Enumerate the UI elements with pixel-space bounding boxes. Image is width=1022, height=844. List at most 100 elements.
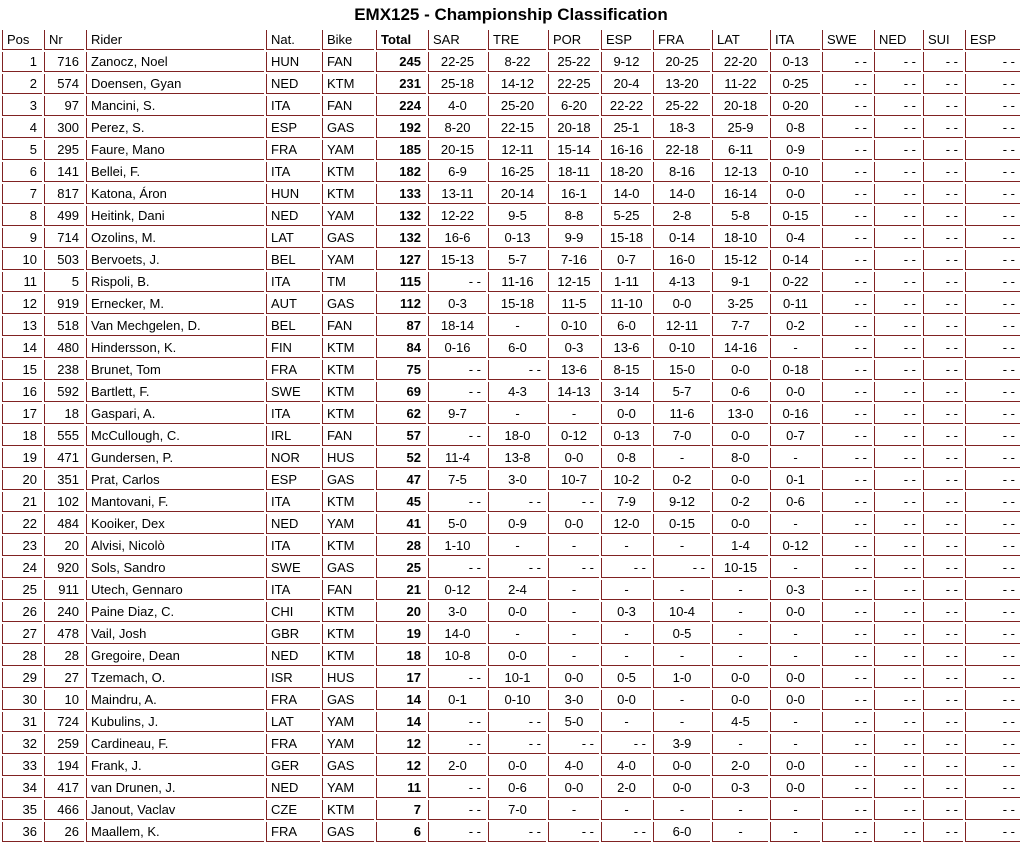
gp-score-cell: 10-4 — [653, 602, 710, 622]
total-cell: 231 — [376, 74, 426, 94]
nr-cell: 295 — [44, 140, 84, 160]
results-table: Pos Nr Rider Nat. Bike Total SAR TRE POR ESP FRA LA… — [0, 28, 1022, 844]
rider-cell: Frank, J. — [86, 756, 264, 776]
gp-score-cell: 15-18 — [601, 228, 651, 248]
gp-score-cell: - - — [965, 646, 1020, 666]
gp-score-cell: - - — [923, 184, 963, 204]
gp-score-cell: - - — [923, 734, 963, 754]
gp-score-cell: 7-0 — [488, 800, 546, 820]
nr-cell: 480 — [44, 338, 84, 358]
gp-score-cell: - - — [822, 646, 872, 666]
gp-score-cell: - — [770, 338, 820, 358]
gp-score-cell: - - — [874, 140, 921, 160]
rider-cell: Maallem, K. — [86, 822, 264, 842]
rider-cell: Brunet, Tom — [86, 360, 264, 380]
gp-score-cell: - - — [923, 712, 963, 732]
gp-score-cell: - - — [822, 492, 872, 512]
gp-score-cell: - - — [965, 206, 1020, 226]
table-row: 36 26 Maallem, K. FRA GAS 6- -- -- -- -6-0- - -… — [2, 822, 1020, 842]
gp-score-cell: - — [548, 602, 599, 622]
table-row: 34 417 van Drunen, J. NED YAM 11- -0-6 0-0 2-0 0… — [2, 778, 1020, 798]
nat-cell: ITA — [266, 492, 320, 512]
gp-score-cell: - - — [428, 360, 486, 380]
gp-score-cell: - - — [488, 360, 546, 380]
pos-cell: 2 — [2, 74, 42, 94]
gp-score-cell: 0-18 — [770, 360, 820, 380]
gp-score-cell: - - — [822, 734, 872, 754]
gp-score-cell: 0-0 — [548, 668, 599, 688]
gp-score-cell: - — [488, 536, 546, 556]
bike-cell: KTM — [322, 184, 374, 204]
nr-cell: 919 — [44, 294, 84, 314]
pos-cell: 22 — [2, 514, 42, 534]
gp-score-cell: 3-0 — [548, 690, 599, 710]
gp-score-cell: - - — [874, 624, 921, 644]
pos-cell: 20 — [2, 470, 42, 490]
gp-score-cell: 8-20 — [428, 118, 486, 138]
table-row: 28 28 Gregoire, Dean NED KTM 18 10-8 0-0- - - - - - … — [2, 646, 1020, 666]
rider-cell: Bervoets, J. — [86, 250, 264, 270]
gp-score-cell: - — [601, 580, 651, 600]
gp-score-cell: 20-18 — [712, 96, 768, 116]
table-row: 17 18 Gaspari, A. ITA KTM 62 9-7- -0-0 11-6 13-0 0… — [2, 404, 1020, 424]
gp-score-cell: 15-12 — [712, 250, 768, 270]
gp-score-cell: 14-0 — [428, 624, 486, 644]
gp-score-cell: - - — [965, 580, 1020, 600]
gp-score-cell: 0-0 — [712, 668, 768, 688]
gp-score-cell: - — [653, 448, 710, 468]
pos-cell: 33 — [2, 756, 42, 776]
pos-cell: 24 — [2, 558, 42, 578]
gp-score-cell: - - — [965, 668, 1020, 688]
total-cell: 224 — [376, 96, 426, 116]
pos-cell: 21 — [2, 492, 42, 512]
gp-score-cell: - — [770, 712, 820, 732]
table-row: 31 724 Kubulins, J. LAT YAM 14- -- -5-0- -4-5-… — [2, 712, 1020, 732]
nat-cell: NOR — [266, 448, 320, 468]
gp-score-cell: - - — [822, 52, 872, 72]
gp-score-cell: 0-15 — [770, 206, 820, 226]
gp-score-cell: - - — [653, 558, 710, 578]
nat-cell: ITA — [266, 536, 320, 556]
gp-score-cell: 0-20 — [770, 96, 820, 116]
gp-score-cell: 0-9 — [770, 140, 820, 160]
gp-score-cell: 0-5 — [601, 668, 651, 688]
gp-score-cell: - - — [601, 822, 651, 842]
nat-cell: HUN — [266, 184, 320, 204]
nr-cell: 466 — [44, 800, 84, 820]
table-row: 25 911 Utech, Gennaro ITA FAN 21 0-12 2-4- - - -0-… — [2, 580, 1020, 600]
column-header-por-8: POR — [548, 30, 599, 50]
gp-score-cell: 0-10 — [653, 338, 710, 358]
gp-score-cell: 5-0 — [428, 514, 486, 534]
total-cell: 115 — [376, 272, 426, 292]
gp-score-cell: - — [770, 514, 820, 534]
total-cell: 11 — [376, 778, 426, 798]
gp-score-cell: 20-15 — [428, 140, 486, 160]
gp-score-cell: 25-22 — [653, 96, 710, 116]
pos-cell: 35 — [2, 800, 42, 820]
total-cell: 17 — [376, 668, 426, 688]
nr-cell: 97 — [44, 96, 84, 116]
table-row: 3 97 Mancini, S. ITA FAN 224 4-0 25-20 6-20 22-22… — [2, 96, 1020, 116]
bike-cell: KTM — [322, 624, 374, 644]
pos-cell: 10 — [2, 250, 42, 270]
pos-cell: 25 — [2, 580, 42, 600]
gp-score-cell: - - — [874, 668, 921, 688]
gp-score-cell: 14-0 — [601, 184, 651, 204]
nr-cell: 555 — [44, 426, 84, 446]
gp-score-cell: 0-0 — [770, 778, 820, 798]
gp-score-cell: - — [548, 536, 599, 556]
total-cell: 112 — [376, 294, 426, 314]
gp-score-cell: - - — [923, 250, 963, 270]
bike-cell: GAS — [322, 690, 374, 710]
gp-score-cell: - - — [601, 734, 651, 754]
gp-score-cell: - - — [965, 778, 1020, 798]
rider-cell: Maindru, A. — [86, 690, 264, 710]
gp-score-cell: - - — [965, 140, 1020, 160]
gp-score-cell: - - — [822, 118, 872, 138]
gp-score-cell: - - — [488, 734, 546, 754]
gp-score-cell: - — [653, 712, 710, 732]
gp-score-cell: - - — [822, 206, 872, 226]
gp-score-cell: - - — [965, 448, 1020, 468]
bike-cell: KTM — [322, 602, 374, 622]
gp-score-cell: - - — [874, 228, 921, 248]
